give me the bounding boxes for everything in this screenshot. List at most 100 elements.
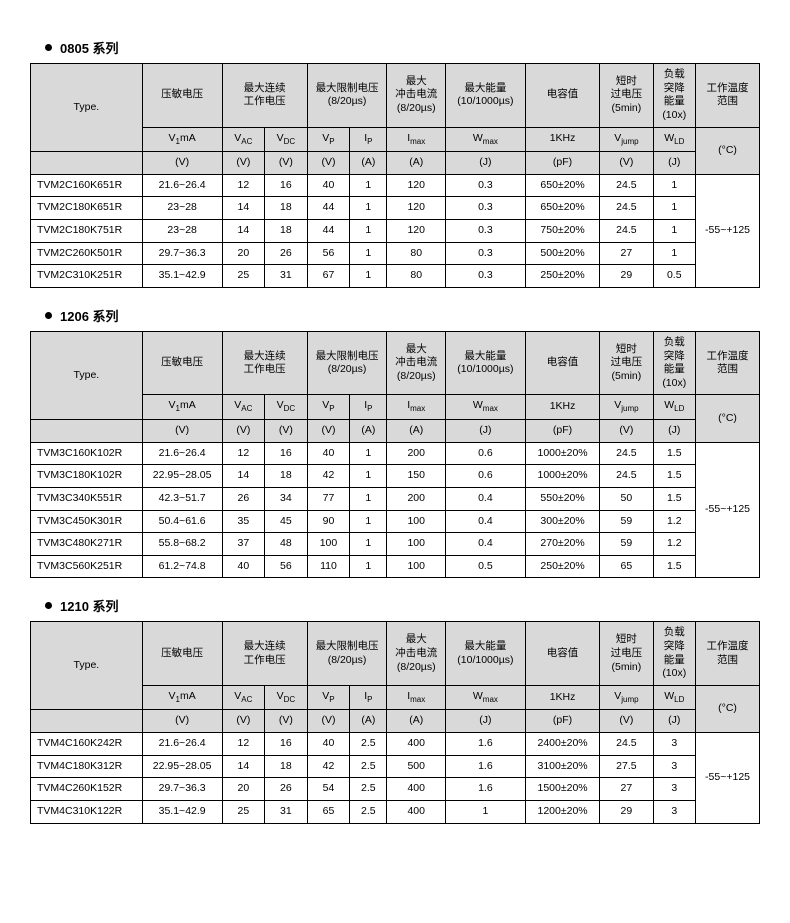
unit-ip: (A) (350, 710, 387, 733)
unit-imax: (A) (387, 419, 446, 442)
cell-value: 250±20% (525, 265, 599, 288)
cell-value: 650±20% (525, 174, 599, 197)
cell-value: 67 (307, 265, 350, 288)
section-title-text: 1206 系列 (60, 306, 119, 325)
cell-value: 21.6~26.4 (142, 442, 222, 465)
hdr-load-dump: 负载突降能量(10x) (653, 622, 696, 686)
sym-vdc: VDC (265, 127, 308, 151)
cell-value: 56 (307, 242, 350, 265)
cell-temp-range: -55~+125 (696, 174, 760, 287)
unit-wmax: (J) (446, 419, 526, 442)
unit-vjump: (V) (600, 419, 653, 442)
hdr-jump-voltage: 短时过电压(5min) (600, 331, 653, 395)
section-title-text: 0805 系列 (60, 38, 119, 57)
spec-table: Type.压敏电压最大连续工作电压最大限制电压(8/20µs)最大冲击电流(8/… (30, 331, 760, 579)
sym-vp: VP (307, 127, 350, 151)
hdr-varistor-voltage: 压敏电压 (142, 622, 222, 686)
cell-value: 400 (387, 778, 446, 801)
unit-vjump: (V) (600, 710, 653, 733)
bullet-icon (45, 44, 52, 51)
unit-vdc: (V) (265, 710, 308, 733)
cell-value: 0.5 (653, 265, 696, 288)
table-row: TVM3C450K301R50.4~61.635459011000.4300±2… (31, 510, 760, 533)
cell-value: 37 (222, 533, 265, 556)
cell-value: 1000±20% (525, 442, 599, 465)
unit-cap: (pF) (525, 152, 599, 175)
section-title-text: 1210 系列 (60, 596, 119, 615)
cell-value: 1200±20% (525, 801, 599, 824)
cell-value: 25 (222, 801, 265, 824)
cell-value: 650±20% (525, 197, 599, 220)
hdr-surge-current: 最大冲击电流(8/20µs) (387, 64, 446, 128)
cell-value: 750±20% (525, 219, 599, 242)
cell-value: 80 (387, 265, 446, 288)
cell-type: TVM3C340K551R (31, 487, 143, 510)
unit-ip: (A) (350, 152, 387, 175)
cell-value: 55.8~68.2 (142, 533, 222, 556)
sym-vdc: VDC (265, 685, 308, 709)
sym-1khz: 1KHz (525, 685, 599, 709)
sym-ip: IP (350, 395, 387, 419)
sym-wmax: Wmax (446, 127, 526, 151)
cell-type: TVM3C560K251R (31, 555, 143, 578)
cell-value: 23~28 (142, 197, 222, 220)
cell-value: 24.5 (600, 219, 653, 242)
hdr-clamp-voltage: 最大限制电压(8/20µs) (307, 622, 387, 686)
sym-imax: Imax (387, 127, 446, 151)
cell-value: 26 (265, 242, 308, 265)
hdr-max-energy: 最大能量(10/1000µs) (446, 64, 526, 128)
cell-value: 500 (387, 755, 446, 778)
table-row: TVM2C260K501R29.7~36.32026561800.3500±20… (31, 242, 760, 265)
cell-value: 22.95~28.05 (142, 465, 222, 488)
unit-vdc: (V) (265, 152, 308, 175)
sym-ip: IP (350, 127, 387, 151)
sym-wld: WLD (653, 395, 696, 419)
spec-table: Type.压敏电压最大连续工作电压最大限制电压(8/20µs)最大冲击电流(8/… (30, 621, 760, 823)
sym-vjump: Vjump (600, 127, 653, 151)
cell-value: 26 (265, 778, 308, 801)
cell-value: 2400±20% (525, 733, 599, 756)
sym-vjump: Vjump (600, 685, 653, 709)
cell-value: 40 (222, 555, 265, 578)
cell-value: 2.5 (350, 755, 387, 778)
unit-wld: (J) (653, 152, 696, 175)
cell-value: 14 (222, 465, 265, 488)
cell-value: 1 (350, 465, 387, 488)
cell-value: 77 (307, 487, 350, 510)
unit-vdc: (V) (265, 419, 308, 442)
cell-value: 150 (387, 465, 446, 488)
hdr-load-dump: 负载突降能量(10x) (653, 64, 696, 128)
cell-value: 54 (307, 778, 350, 801)
cell-type: TVM4C180K312R (31, 755, 143, 778)
sym-wmax: Wmax (446, 395, 526, 419)
cell-value: 0.3 (446, 242, 526, 265)
cell-value: 0.6 (446, 465, 526, 488)
unit-vp: (V) (307, 152, 350, 175)
cell-value: 48 (265, 533, 308, 556)
unit-type-blank (31, 419, 143, 442)
unit-vp: (V) (307, 710, 350, 733)
cell-type: TVM2C260K501R (31, 242, 143, 265)
cell-value: 1.6 (446, 733, 526, 756)
cell-value: 100 (307, 533, 350, 556)
cell-value: 120 (387, 219, 446, 242)
unit-vp: (V) (307, 419, 350, 442)
hdr-temp-range: 工作温度范围 (696, 64, 760, 128)
cell-value: 110 (307, 555, 350, 578)
cell-type: TVM2C180K751R (31, 219, 143, 242)
hdr-temp-range: 工作温度范围 (696, 622, 760, 686)
cell-value: 27 (600, 778, 653, 801)
table-row: TVM3C480K271R55.8~68.2374810011000.4270±… (31, 533, 760, 556)
table-row: TVM4C160K242R21.6~26.41216402.54001.6240… (31, 733, 760, 756)
sym-wld: WLD (653, 685, 696, 709)
cell-value: 250±20% (525, 555, 599, 578)
hdr-capacitance: 电容值 (525, 64, 599, 128)
cell-value: 1 (350, 533, 387, 556)
cell-value: 45 (265, 510, 308, 533)
cell-value: 20 (222, 242, 265, 265)
sym-1khz: 1KHz (525, 127, 599, 151)
cell-value: 500±20% (525, 242, 599, 265)
unit-wld: (J) (653, 710, 696, 733)
cell-type: TVM4C260K152R (31, 778, 143, 801)
hdr-clamp-voltage: 最大限制电压(8/20µs) (307, 64, 387, 128)
